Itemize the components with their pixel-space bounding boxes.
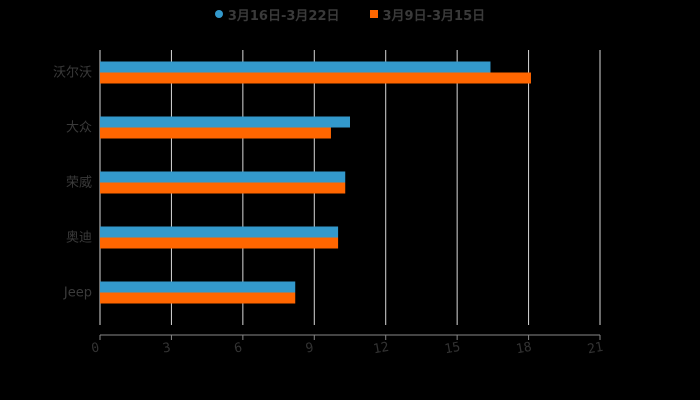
x-tick-label: 0 [90,340,100,356]
bar[interactable] [100,292,296,304]
legend-item-series-2[interactable]: 3月9日-3月15日 [369,5,486,24]
x-tick-label: 6 [233,340,243,356]
x-tick-label: 21 [586,340,604,357]
bar[interactable] [100,61,491,73]
category-label: 荣威 [66,176,92,191]
legend-label: 3月9日-3月15日 [382,8,486,24]
bar[interactable] [100,171,346,183]
category-label: 大众 [66,121,92,136]
bar[interactable] [100,116,350,128]
x-tick-label: 15 [444,340,462,357]
legend-item-series-1[interactable]: 3月16日-3月22日 [214,5,340,24]
category-label: Jeep [63,286,92,301]
legend-label: 3月16日-3月22日 [227,8,340,24]
x-tick-label: 9 [305,340,315,356]
category-label: 奥迪 [66,231,92,246]
chart-legend: 3月16日-3月22日 3月9日-3月15日 [0,4,700,24]
bar[interactable] [100,127,331,139]
x-tick-label: 18 [515,340,533,357]
x-tick-label: 3 [162,340,172,356]
bar[interactable] [100,226,339,238]
bar[interactable] [100,182,346,194]
category-label: 沃尔沃 [53,66,92,81]
legend-square-icon [369,10,378,18]
bar[interactable] [100,237,339,249]
bar[interactable] [100,72,531,84]
bar[interactable] [100,281,296,293]
legend-circle-icon [214,10,223,18]
x-tick-label: 12 [372,340,390,357]
